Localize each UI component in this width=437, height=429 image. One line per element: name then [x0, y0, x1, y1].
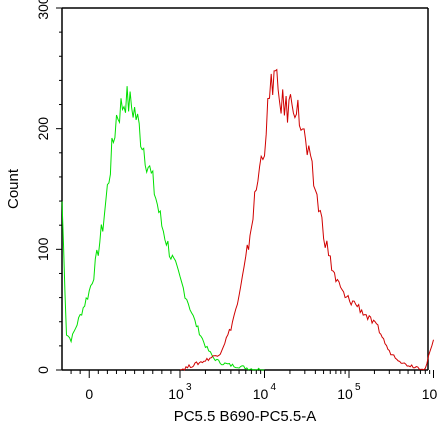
- x-tick-label: 10: [422, 386, 437, 402]
- series-line-1: [61, 86, 265, 371]
- x-tick-label: 10: [253, 386, 269, 402]
- x-axis-ticks: 0103104105106: [70, 370, 437, 402]
- series-layer: [61, 68, 434, 371]
- y-tick-label: 300: [35, 0, 51, 20]
- x-tick-exponent: 4: [271, 382, 277, 393]
- x-tick-exponent: 5: [355, 382, 361, 393]
- series-line-2: [179, 68, 434, 371]
- y-tick-label: 200: [35, 117, 51, 141]
- plot-area: [61, 7, 429, 371]
- x-tick-exponent: 3: [186, 382, 192, 393]
- x-tick-label: 10: [168, 386, 184, 402]
- y-tick-label: 100: [35, 237, 51, 261]
- x-tick-label: 10: [337, 386, 353, 402]
- y-axis-ticks: 0 100 200 300: [35, 0, 62, 374]
- y-axis-title: Count: [5, 168, 22, 209]
- x-tick-label: 0: [85, 386, 93, 402]
- y-tick-label: 0: [35, 366, 51, 374]
- x-axis-title: PC5.5 B690-PC5.5-A: [174, 408, 317, 425]
